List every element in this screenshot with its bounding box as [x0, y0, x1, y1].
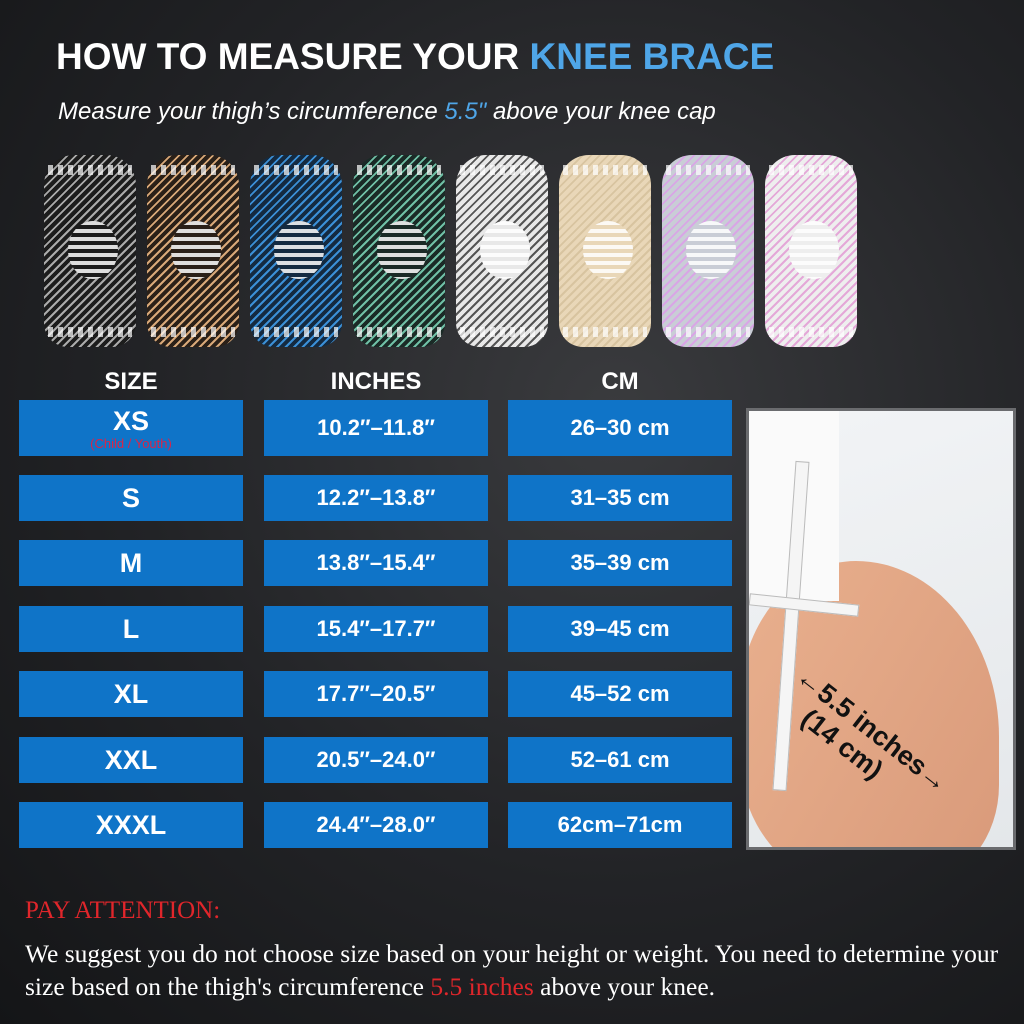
brace-pad: [171, 221, 221, 279]
knee-brace: [765, 155, 857, 347]
cm-cell: 45–52 cm: [508, 671, 732, 717]
attention-highlight: 5.5 inches: [430, 972, 534, 1001]
cm-value: 52–61 cm: [570, 747, 670, 772]
brace-band: [666, 165, 750, 175]
brace-band: [254, 327, 338, 337]
inches-value: 12.2″–13.8″: [316, 485, 436, 510]
size-label: XXXL: [95, 809, 167, 840]
header-inches: INCHES: [330, 368, 422, 395]
inches-value: 20.5″–24.0″: [316, 747, 436, 772]
brace-band: [666, 327, 750, 337]
cm-cell: 39–45 cm: [508, 606, 732, 652]
brace-band: [769, 165, 853, 175]
size-cell: S: [19, 475, 243, 521]
knee-brace: [456, 155, 548, 347]
inches-value: 15.4″–17.7″: [316, 616, 436, 641]
cm-cell: 35–39 cm: [508, 540, 732, 586]
size-label: XS: [112, 406, 150, 436]
cm-cell: 26–30 cm: [508, 400, 732, 456]
inches-cell: 10.2″–11.8″: [264, 400, 488, 456]
brace-band: [151, 165, 235, 175]
knee-brace: [250, 155, 342, 347]
inches-value: 10.2″–11.8″: [317, 415, 435, 440]
page-title: HOW TO MEASURE YOUR KNEE BRACE: [56, 36, 774, 78]
size-cell: XS (Child / Youth): [19, 400, 243, 456]
cm-cell: 31–35 cm: [508, 475, 732, 521]
inches-cell: 20.5″–24.0″: [264, 737, 488, 783]
brace-pad: [480, 221, 530, 279]
subtitle-after: above your knee cap: [486, 98, 716, 125]
inches-value: 17.7″–20.5″: [316, 681, 436, 706]
knee-brace: [353, 155, 445, 347]
brace-band: [769, 327, 853, 337]
brace-pad: [686, 221, 736, 279]
brace-band: [563, 327, 647, 337]
brace-band: [563, 165, 647, 175]
brace-pad: [68, 221, 118, 279]
knee-brace: [44, 155, 136, 347]
inches-cell: 15.4″–17.7″: [264, 606, 488, 652]
brace-band: [254, 165, 338, 175]
size-label: L: [122, 613, 140, 644]
attention-label: PAY ATTENTION:: [25, 897, 221, 924]
cm-cell: 62cm–71cm: [508, 802, 732, 848]
size-cell: XL: [19, 671, 243, 717]
knee-brace: [662, 155, 754, 347]
attention-text-1: We suggest you do not choose size based …: [25, 939, 999, 1001]
header-size: SIZE: [104, 368, 158, 395]
size-cell: XXL: [19, 737, 243, 783]
cm-value: 31–35 cm: [570, 485, 670, 510]
inches-cell: 17.7″–20.5″: [264, 671, 488, 717]
cm-value: 35–39 cm: [570, 550, 670, 575]
title-accent: KNEE BRACE: [529, 36, 775, 77]
measurement-photo: ←5.5 inches→ (14 cm): [746, 408, 1016, 850]
brace-band: [460, 327, 544, 337]
attention-text: We suggest you do not choose size based …: [25, 937, 1024, 1003]
inches-value: 13.8″–15.4″: [316, 550, 436, 575]
inches-value: 24.4″–28.0″: [316, 812, 436, 837]
title-main: HOW TO MEASURE YOUR: [56, 36, 530, 77]
size-label: XXL: [104, 744, 158, 775]
cm-cell: 52–61 cm: [508, 737, 732, 783]
brace-band: [48, 165, 132, 175]
subtitle-before: Measure your thigh’s circumference: [58, 98, 445, 125]
cm-value: 45–52 cm: [570, 681, 670, 706]
header-cm: CM: [601, 368, 639, 395]
brace-band: [357, 327, 441, 337]
knee-brace: [147, 155, 239, 347]
knee-brace-colors: [44, 155, 864, 355]
inches-cell: 13.8″–15.4″: [264, 540, 488, 586]
size-cell: L: [19, 606, 243, 652]
brace-pad: [583, 221, 633, 279]
size-label: S: [121, 482, 140, 513]
subtitle: Measure your thigh’s circumference 5.5" …: [58, 98, 716, 126]
size-note: (Child / Youth): [90, 436, 172, 451]
cm-value: 62cm–71cm: [557, 812, 683, 837]
cm-value: 26–30 cm: [570, 415, 670, 440]
inches-cell: 12.2″–13.8″: [264, 475, 488, 521]
size-label: M: [119, 547, 143, 578]
size-cell: XXXL: [19, 802, 243, 848]
size-label: XL: [113, 678, 149, 709]
brace-pad: [377, 221, 427, 279]
subtitle-value: 5.5": [444, 98, 487, 125]
size-cell: M: [19, 540, 243, 586]
inches-cell: 24.4″–28.0″: [264, 802, 488, 848]
brace-band: [151, 327, 235, 337]
brace-band: [48, 327, 132, 337]
brace-pad: [274, 221, 324, 279]
attention-text-2: above your knee.: [533, 972, 716, 1001]
cm-value: 39–45 cm: [570, 616, 670, 641]
knee-brace: [559, 155, 651, 347]
brace-pad: [789, 221, 839, 279]
brace-band: [460, 165, 544, 175]
brace-band: [357, 165, 441, 175]
